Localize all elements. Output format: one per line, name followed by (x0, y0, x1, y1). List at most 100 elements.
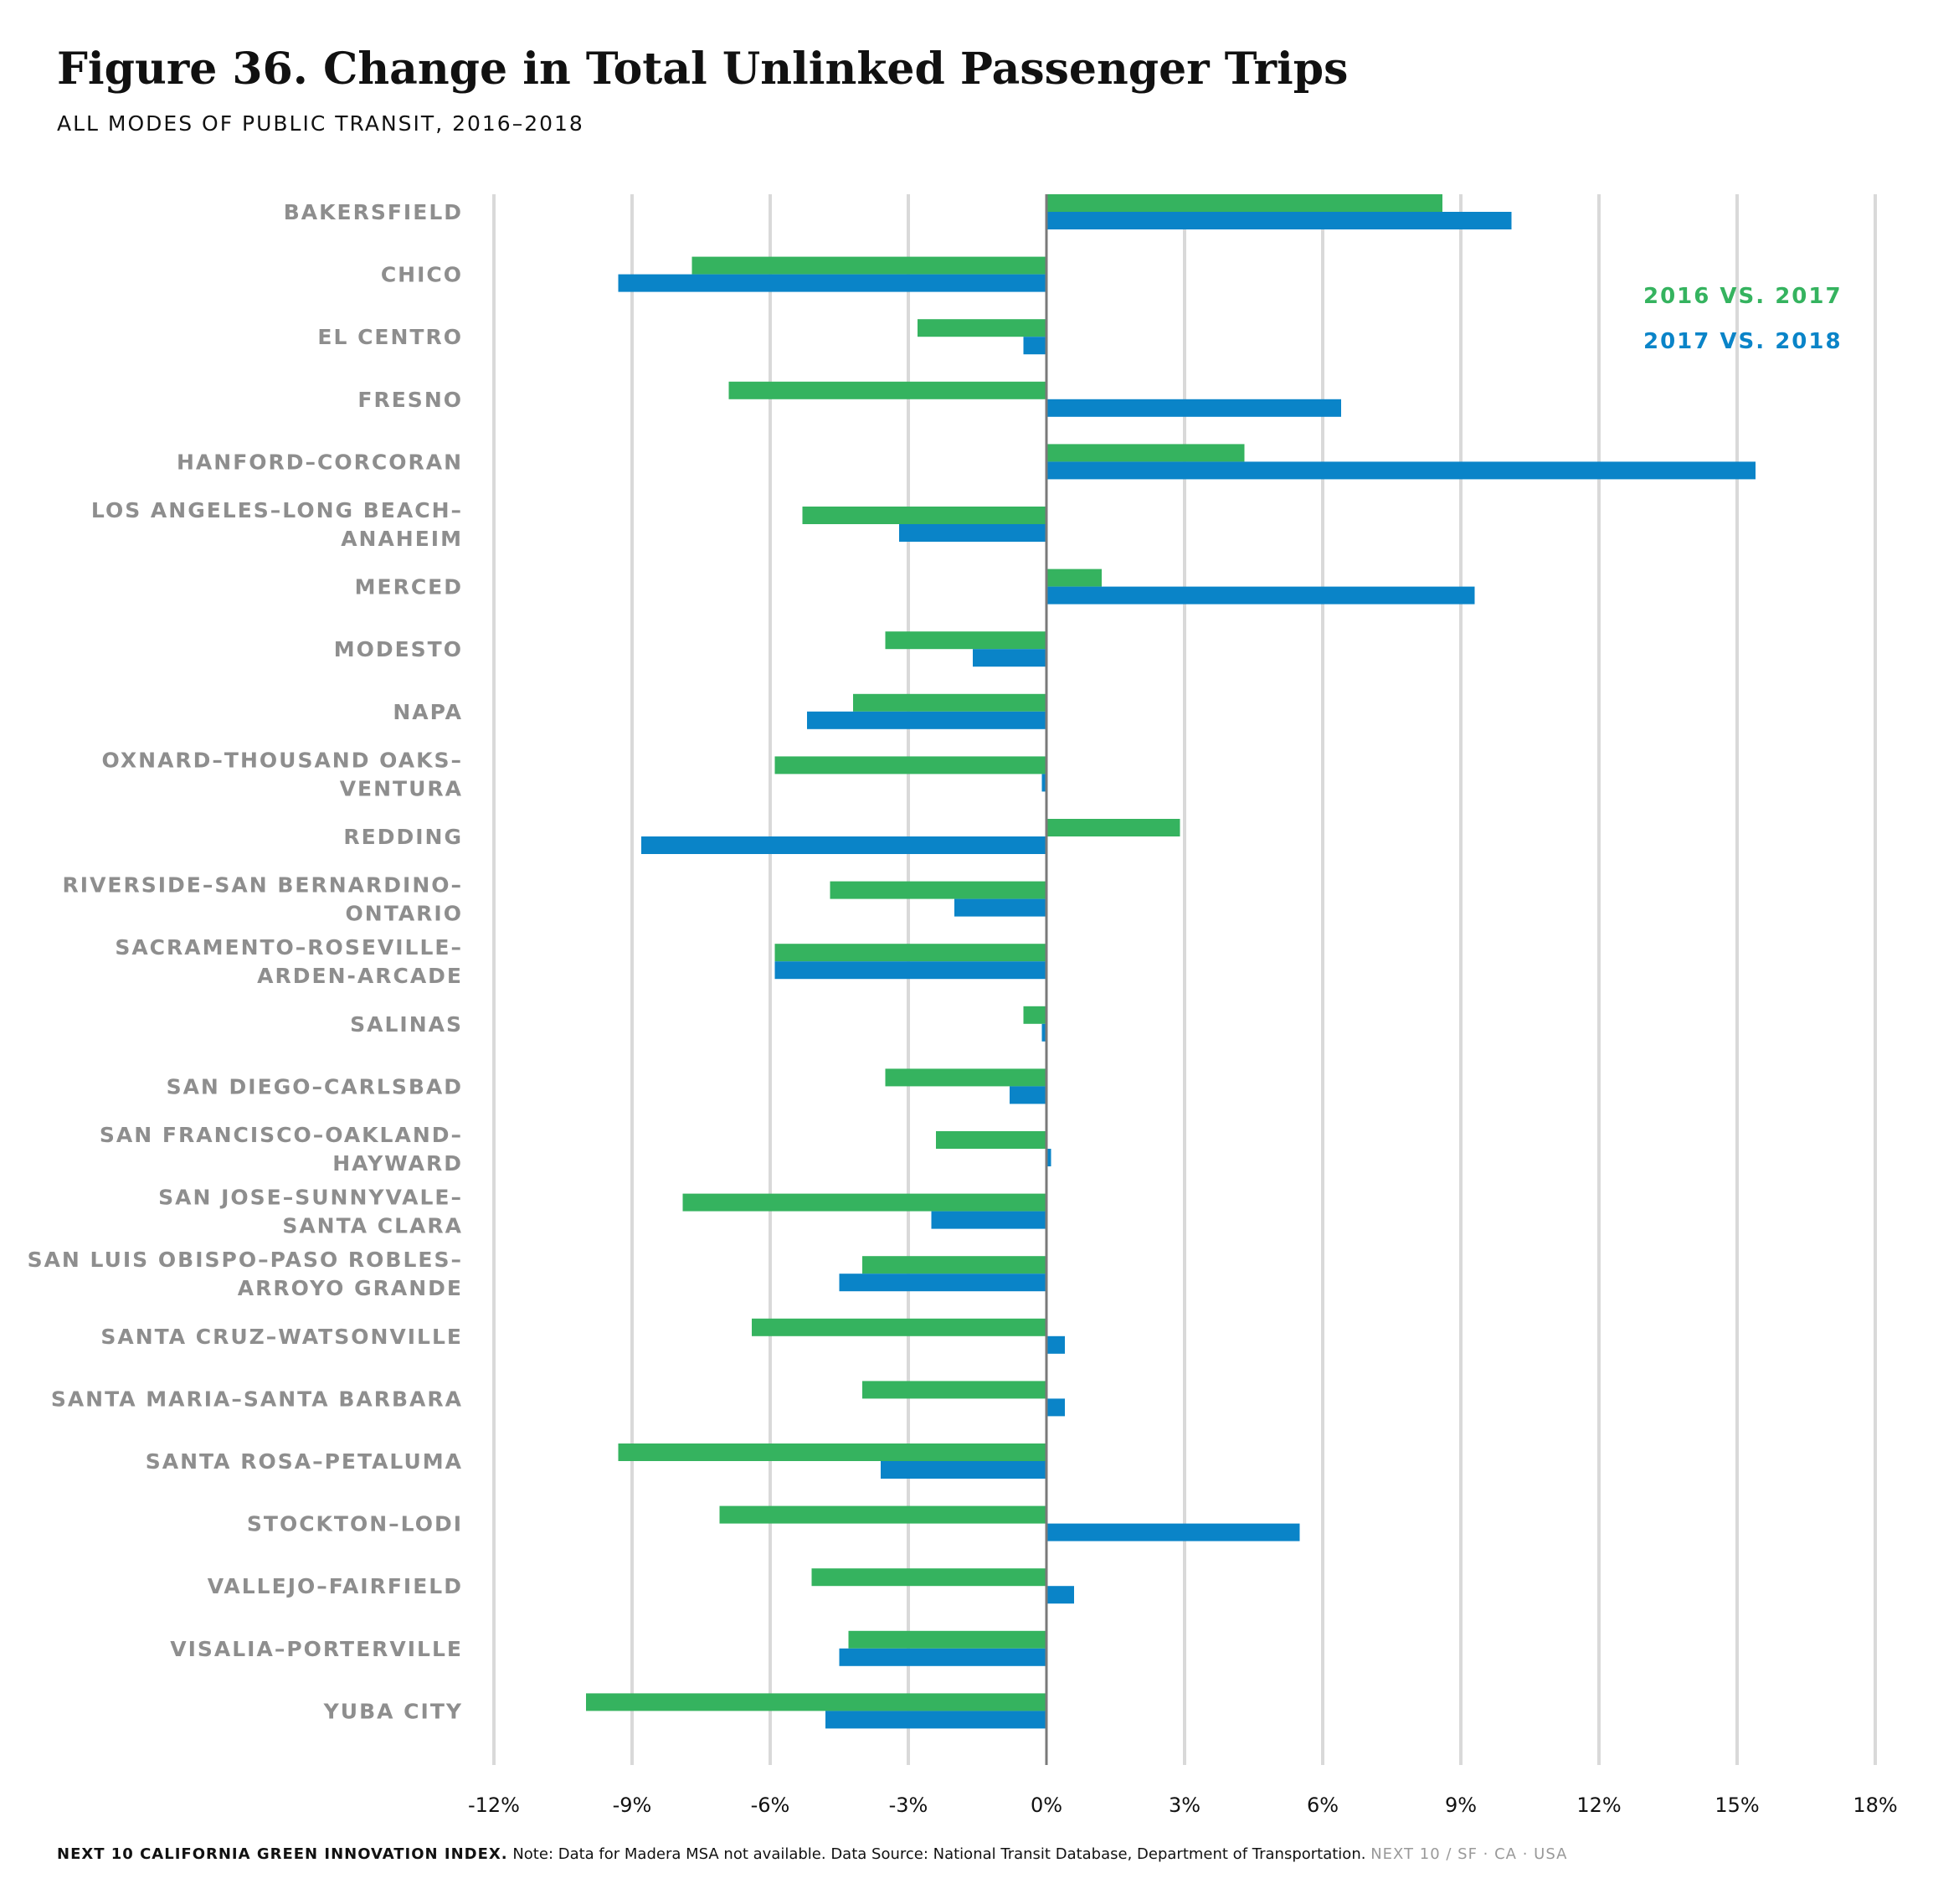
bar-2016-vs-2017 (936, 1131, 1046, 1149)
category-label: BAKERSFIELD (284, 200, 463, 224)
category-label: ARROYO GRANDE (238, 1276, 463, 1300)
bar-2017-vs-2018 (641, 836, 1046, 854)
bar-2016-vs-2017 (885, 1068, 1046, 1087)
bar-2017-vs-2018 (1046, 1586, 1074, 1604)
bar-2016-vs-2017 (618, 1443, 1046, 1461)
x-tick-label: 9% (1445, 1793, 1477, 1817)
bar-2016-vs-2017 (1023, 1006, 1046, 1024)
bar-2017-vs-2018 (1046, 399, 1341, 417)
bar-2017-vs-2018 (954, 898, 1046, 917)
bar-2017-vs-2018 (1046, 1523, 1300, 1541)
category-label: SAN FRANCISCO–OAKLAND– (100, 1123, 463, 1147)
category-label: ARDEN-ARCADE (257, 964, 463, 988)
footer: NEXT 10 CALIFORNIA GREEN INNOVATION INDE… (57, 1845, 1567, 1863)
category-label: SAN DIEGO–CARLSBAD (167, 1074, 463, 1099)
category-label: SAN JOSE–SUNNYVALE– (158, 1186, 463, 1210)
category-label: STOCKTON–LODI (247, 1512, 463, 1536)
bar-2017-vs-2018 (1046, 1335, 1065, 1354)
bar-2017-vs-2018 (899, 524, 1046, 542)
bar-2016-vs-2017 (1046, 819, 1180, 836)
bar-2016-vs-2017 (862, 1381, 1046, 1399)
x-tick-label: -12% (468, 1793, 520, 1817)
bar-2017-vs-2018 (1041, 774, 1046, 792)
bar-2016-vs-2017 (586, 1693, 1046, 1711)
x-tick-label: 0% (1031, 1793, 1062, 1817)
category-label: HANFORD–CORCORAN (177, 450, 463, 474)
category-label: SANTA MARIA–SANTA BARBARA (51, 1387, 463, 1411)
bar-2017-vs-2018 (1010, 1086, 1046, 1104)
bar-2016-vs-2017 (1046, 569, 1102, 587)
x-tick-label: -3% (889, 1793, 928, 1817)
bar-2016-vs-2017 (774, 944, 1046, 962)
bar-2017-vs-2018 (618, 274, 1046, 292)
bar-2016-vs-2017 (885, 631, 1046, 650)
x-tick-label: 6% (1307, 1793, 1339, 1817)
footer-brand: NEXT 10 CALIFORNIA GREEN INNOVATION INDE… (57, 1845, 508, 1863)
bar-2016-vs-2017 (774, 756, 1046, 774)
x-tick-label: -6% (751, 1793, 790, 1817)
footer-note: Note: Data for Madera MSA not available.… (512, 1845, 1366, 1863)
bar-2017-vs-2018 (1041, 1023, 1046, 1042)
category-label: FRESNO (357, 388, 463, 412)
category-label: CHICO (381, 263, 463, 287)
category-label: VALLEJO–FAIRFIELD (208, 1574, 463, 1598)
category-label: NAPA (393, 700, 463, 724)
bar-2016-vs-2017 (1046, 444, 1245, 462)
bar-2016-vs-2017 (802, 507, 1046, 524)
legend-entry: 2017 VS. 2018 (1643, 329, 1843, 354)
category-label: VENTURA (340, 776, 463, 800)
x-tick-label: 15% (1715, 1793, 1759, 1817)
bar-2017-vs-2018 (807, 711, 1046, 729)
category-label: EL CENTRO (317, 325, 463, 349)
x-tick-label: 12% (1576, 1793, 1621, 1817)
bar-2016-vs-2017 (1046, 194, 1442, 212)
bar-2016-vs-2017 (728, 381, 1046, 399)
bar-2017-vs-2018 (931, 1211, 1046, 1229)
category-label: VISALIA–PORTERVILLE (170, 1637, 463, 1661)
chart-title: Figure 36. Change in Total Unlinked Pass… (57, 44, 1349, 95)
category-label: SAN LUIS OBISPO–PASO ROBLES– (28, 1248, 463, 1272)
category-label: ONTARIO (346, 902, 463, 926)
bar-2017-vs-2018 (1023, 337, 1046, 355)
bar-2016-vs-2017 (682, 1193, 1046, 1212)
bar-2017-vs-2018 (839, 1648, 1046, 1666)
bar-2017-vs-2018 (1046, 1149, 1051, 1166)
bar-2017-vs-2018 (1046, 586, 1475, 605)
category-label: HAYWARD (332, 1151, 463, 1176)
bar-2017-vs-2018 (973, 649, 1046, 667)
category-label: YUBA CITY (323, 1699, 463, 1723)
bar-2016-vs-2017 (830, 881, 1046, 899)
bar-2016-vs-2017 (752, 1318, 1046, 1336)
category-label: OXNARD–THOUSAND OAKS– (102, 748, 463, 772)
category-label: REDDING (343, 825, 463, 849)
x-tick-label: 18% (1853, 1793, 1897, 1817)
category-label: LOS ANGELES–LONG BEACH– (91, 498, 463, 522)
category-label: SANTA CLARA (282, 1214, 463, 1238)
bar-2016-vs-2017 (811, 1568, 1046, 1587)
bar-2017-vs-2018 (774, 961, 1046, 980)
bar-2016-vs-2017 (862, 1256, 1046, 1274)
category-label: SANTA ROSA–PETALUMA (146, 1449, 463, 1474)
chart-subtitle: ALL MODES OF PUBLIC TRANSIT, 2016–2018 (57, 111, 584, 136)
category-label: SALINAS (350, 1012, 463, 1037)
bar-2017-vs-2018 (839, 1274, 1046, 1292)
legend-entry: 2016 VS. 2017 (1643, 284, 1843, 309)
bar-2016-vs-2017 (918, 319, 1046, 337)
category-label: SACRAMENTO–ROSEVILLE– (115, 935, 463, 960)
bar-2017-vs-2018 (881, 1461, 1046, 1479)
bar-2016-vs-2017 (719, 1505, 1046, 1524)
bar-2016-vs-2017 (691, 256, 1046, 275)
bar-2017-vs-2018 (1046, 461, 1756, 480)
bar-2017-vs-2018 (1046, 1398, 1065, 1417)
bar-2016-vs-2017 (853, 693, 1046, 712)
bar-2016-vs-2017 (848, 1630, 1046, 1649)
category-label: RIVERSIDE–SAN BERNARDINO– (63, 873, 463, 898)
x-tick-label: 3% (1169, 1793, 1200, 1817)
footer-tag: NEXT 10 / SF · CA · USA (1370, 1845, 1568, 1863)
category-label: ANAHEIM (341, 527, 463, 551)
x-tick-label: -9% (613, 1793, 652, 1817)
bar-2017-vs-2018 (1046, 212, 1512, 229)
category-label: MERCED (355, 575, 463, 600)
category-label: MODESTO (334, 637, 463, 661)
